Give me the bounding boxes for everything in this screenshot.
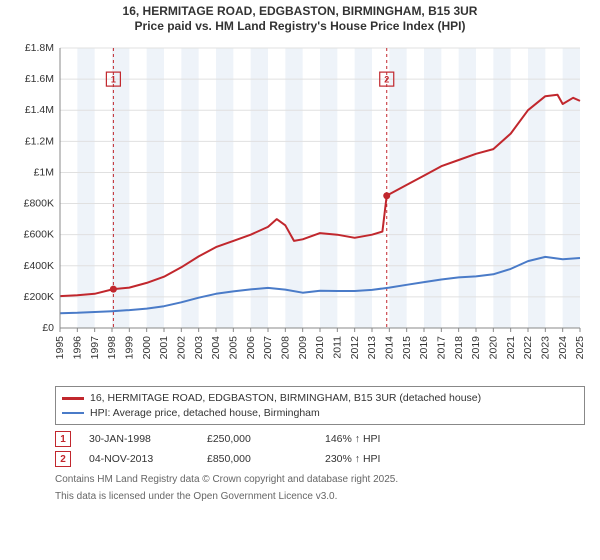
svg-text:1999: 1999 bbox=[123, 336, 135, 360]
sale-markers-table: 1 30-JAN-1998 £250,000 146% ↑ HPI 2 04-NOV-20… bbox=[55, 429, 585, 469]
svg-text:2025: 2025 bbox=[574, 336, 586, 360]
legend-item: HPI: Average price, detached house, Birm… bbox=[62, 406, 578, 421]
svg-text:2010: 2010 bbox=[314, 336, 326, 360]
svg-text:2023: 2023 bbox=[539, 336, 551, 360]
svg-text:2001: 2001 bbox=[158, 336, 170, 360]
title-address: 16, HERMITAGE ROAD, EDGBASTON, BIRMINGHA… bbox=[0, 4, 600, 19]
legend: 16, HERMITAGE ROAD, EDGBASTON, BIRMINGHA… bbox=[55, 386, 585, 425]
svg-text:1998: 1998 bbox=[106, 336, 118, 360]
svg-text:2012: 2012 bbox=[349, 336, 361, 360]
svg-text:2017: 2017 bbox=[435, 336, 447, 360]
svg-text:£1.8M: £1.8M bbox=[25, 42, 54, 54]
marker-number-box: 2 bbox=[55, 451, 71, 467]
marker-date: 04-NOV-2013 bbox=[89, 453, 189, 465]
svg-text:£1.2M: £1.2M bbox=[25, 135, 54, 147]
svg-text:2014: 2014 bbox=[383, 336, 395, 360]
svg-text:2021: 2021 bbox=[505, 336, 517, 360]
svg-text:2020: 2020 bbox=[487, 336, 499, 360]
footer-licence: This data is licensed under the Open Gov… bbox=[55, 490, 585, 503]
marker-price: £250,000 bbox=[207, 433, 307, 445]
legend-item: 16, HERMITAGE ROAD, EDGBASTON, BIRMINGHA… bbox=[62, 391, 578, 406]
marker-vs-hpi: 146% ↑ HPI bbox=[325, 433, 425, 445]
title-subtitle: Price paid vs. HM Land Registry's House … bbox=[0, 19, 600, 34]
marker-date: 30-JAN-1998 bbox=[89, 433, 189, 445]
svg-text:2003: 2003 bbox=[193, 336, 205, 360]
svg-text:1997: 1997 bbox=[89, 336, 101, 360]
svg-text:2008: 2008 bbox=[279, 336, 291, 360]
svg-text:2016: 2016 bbox=[418, 336, 430, 360]
price-chart: £0 £200K £400K £600K £800K £1M £1.2M £1.4M £1.6M… bbox=[10, 38, 590, 378]
svg-text:1995: 1995 bbox=[54, 336, 66, 360]
svg-text:2009: 2009 bbox=[297, 336, 309, 360]
marker-vs-hpi: 230% ↑ HPI bbox=[325, 453, 425, 465]
svg-text:2011: 2011 bbox=[331, 336, 343, 359]
svg-text:2013: 2013 bbox=[366, 336, 378, 360]
svg-text:2024: 2024 bbox=[557, 336, 569, 360]
marker-price: £850,000 bbox=[207, 453, 307, 465]
legend-label: 16, HERMITAGE ROAD, EDGBASTON, BIRMINGHA… bbox=[90, 391, 481, 406]
svg-text:2004: 2004 bbox=[210, 336, 222, 360]
marker-number-box: 1 bbox=[55, 431, 71, 447]
svg-text:£200K: £200K bbox=[24, 291, 54, 303]
legend-swatch bbox=[62, 412, 84, 415]
legend-label: HPI: Average price, detached house, Birm… bbox=[90, 406, 320, 421]
svg-text:£1.6M: £1.6M bbox=[25, 73, 54, 85]
svg-text:2002: 2002 bbox=[175, 336, 187, 360]
svg-text:2015: 2015 bbox=[401, 336, 413, 360]
chart-title-block: 16, HERMITAGE ROAD, EDGBASTON, BIRMINGHA… bbox=[0, 0, 600, 36]
svg-text:£1M: £1M bbox=[34, 166, 54, 178]
svg-text:2: 2 bbox=[384, 75, 389, 85]
svg-text:2018: 2018 bbox=[453, 336, 465, 360]
svg-text:2005: 2005 bbox=[227, 336, 239, 360]
footer-copyright: Contains HM Land Registry data © Crown c… bbox=[55, 473, 585, 486]
chart-area: £0 £200K £400K £600K £800K £1M £1.2M £1.4M £1.6M… bbox=[10, 38, 590, 378]
svg-text:£1.4M: £1.4M bbox=[25, 104, 54, 116]
svg-text:1996: 1996 bbox=[71, 336, 83, 360]
svg-text:1: 1 bbox=[111, 75, 116, 85]
svg-text:2022: 2022 bbox=[522, 336, 534, 360]
svg-text:£400K: £400K bbox=[24, 260, 54, 272]
svg-text:£600K: £600K bbox=[24, 229, 54, 241]
legend-swatch bbox=[62, 397, 84, 400]
svg-text:2000: 2000 bbox=[141, 336, 153, 360]
svg-text:2007: 2007 bbox=[262, 336, 274, 360]
svg-text:2006: 2006 bbox=[245, 336, 257, 360]
svg-text:2019: 2019 bbox=[470, 336, 482, 360]
svg-text:£800K: £800K bbox=[24, 198, 54, 210]
marker-row: 2 04-NOV-2013 £850,000 230% ↑ HPI bbox=[55, 449, 585, 469]
svg-text:£0: £0 bbox=[42, 322, 54, 334]
marker-row: 1 30-JAN-1998 £250,000 146% ↑ HPI bbox=[55, 429, 585, 449]
